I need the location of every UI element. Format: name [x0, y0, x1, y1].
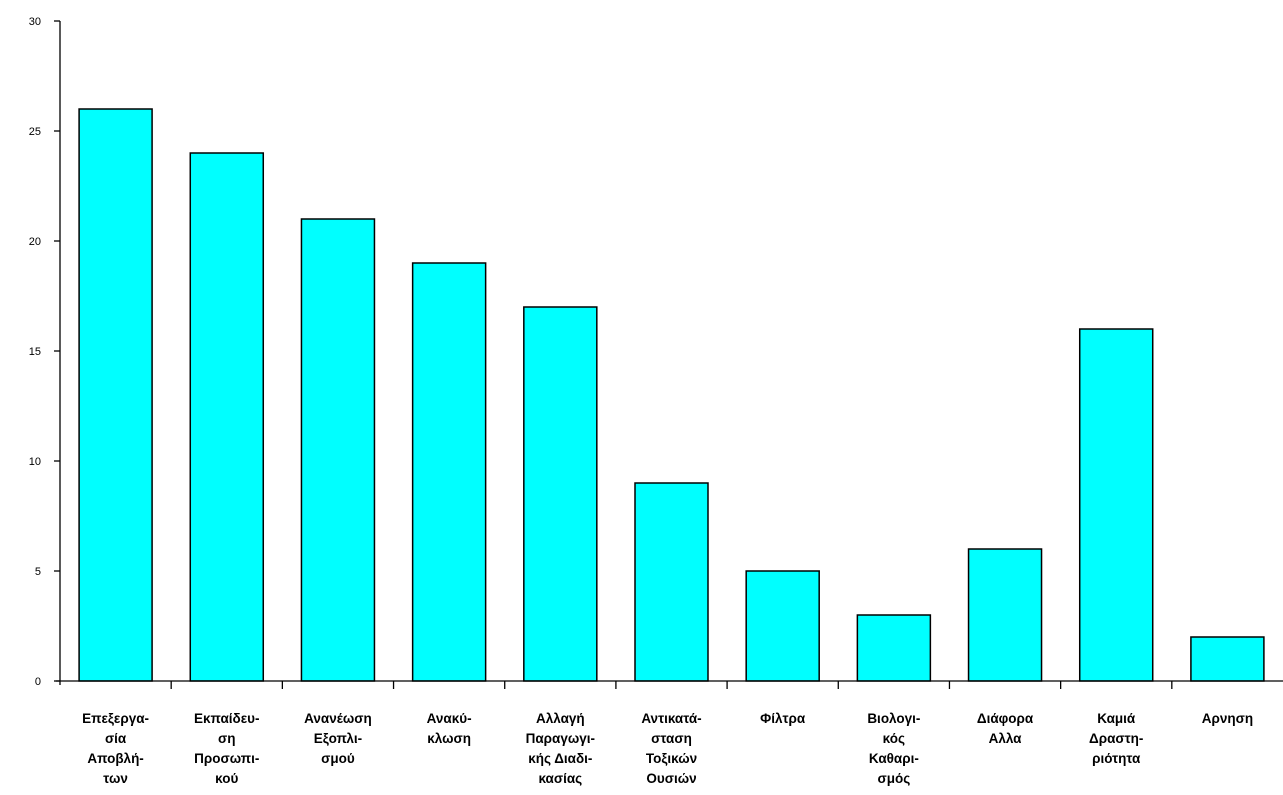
category-label: Φίλτρα — [760, 711, 806, 726]
y-tick-label: 0 — [35, 676, 41, 688]
category-label: Βιολογι-κός Καθαρι-σμός — [867, 711, 920, 786]
bar — [300, 218, 376, 682]
bar — [189, 152, 265, 682]
y-axis-ticks: 0 5 10 15 20 25 30 — [29, 16, 60, 688]
bar — [967, 548, 1043, 682]
bar — [634, 482, 709, 682]
bar — [411, 262, 487, 682]
y-tick-label: 5 — [35, 566, 41, 578]
bar — [856, 614, 932, 682]
category-label: Αλλαγή Παραγωγι-κής Διαδι-κασίας — [526, 711, 595, 786]
y-tick-label: 15 — [29, 346, 41, 358]
axes — [56, 21, 1283, 685]
bar — [523, 306, 598, 682]
category-label: Ανακύ-κλωση — [427, 711, 472, 746]
category-label: Αρνηση — [1202, 711, 1253, 726]
category-label: Αντικατά-σταση Τοξικών Ουσιών — [641, 711, 701, 786]
y-tick-label: 30 — [29, 16, 41, 28]
x-axis-ticks — [170, 681, 1173, 689]
bar — [1078, 328, 1154, 682]
y-tick-label: 25 — [29, 126, 41, 138]
category-label: Καμιά Δραστη-ριότητα — [1089, 711, 1143, 766]
bar — [1190, 636, 1265, 682]
y-tick-label: 20 — [29, 236, 41, 248]
category-label: Ανανέωση Εξοπλι-σμού — [304, 711, 372, 766]
bars — [78, 108, 1265, 682]
category-label: Εκπαίδευ-ση Προσωπι-κού — [194, 711, 260, 786]
category-labels: Επεξεργα-σία Αποβλή-των Εκπαίδευ-ση Προσωπι… — [82, 711, 1253, 786]
bar — [745, 570, 820, 682]
category-label: Διάφορα Αλλα — [977, 711, 1034, 746]
category-label: Επεξεργα-σία Αποβλή-των — [82, 711, 149, 786]
bar — [78, 108, 153, 682]
y-tick-label: 10 — [29, 456, 41, 468]
